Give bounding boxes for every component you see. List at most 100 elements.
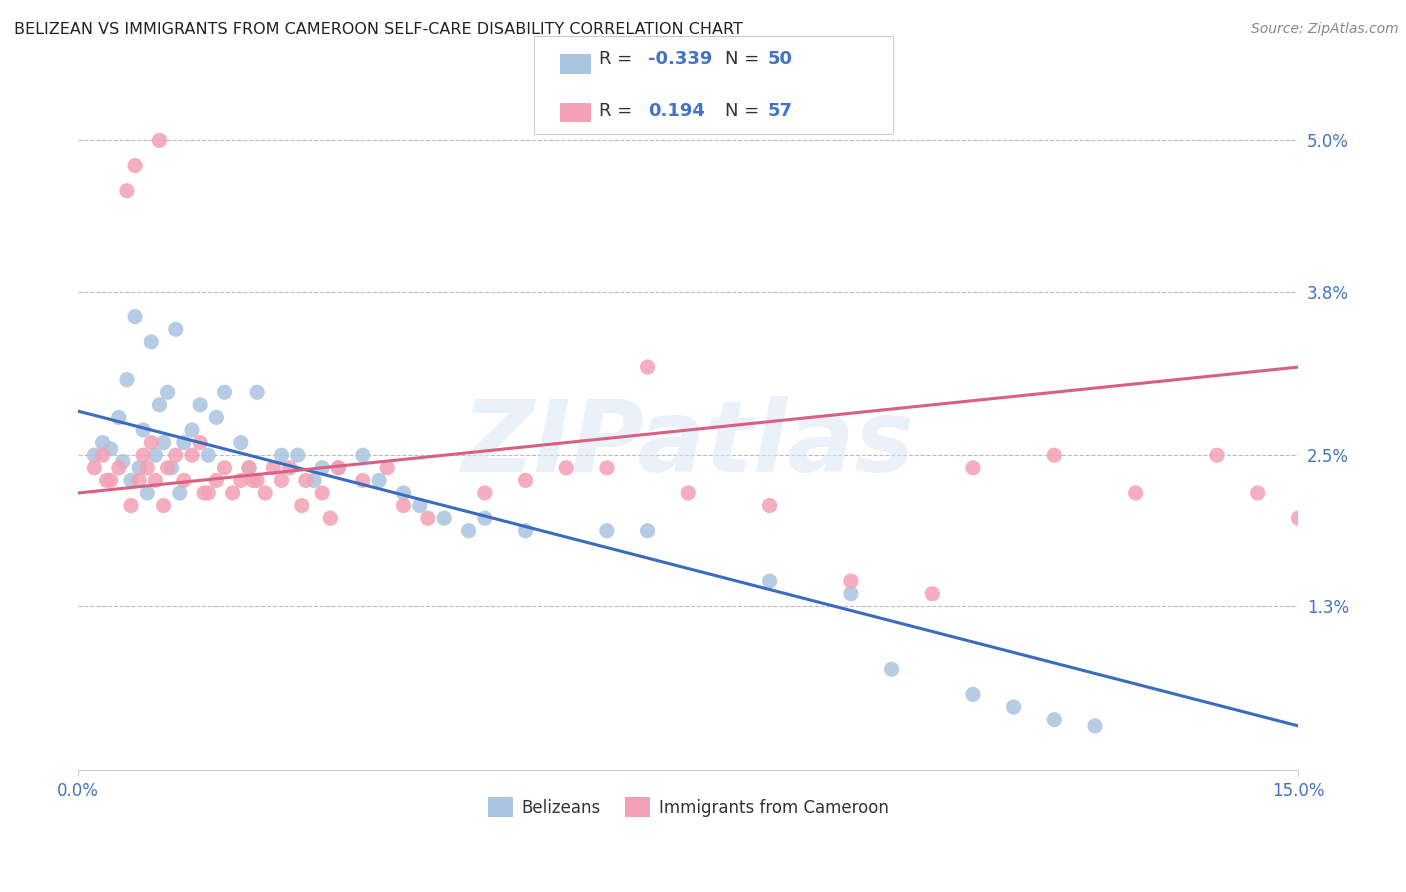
Point xyxy=(173,474,195,488)
Point xyxy=(962,688,984,702)
Point xyxy=(141,435,163,450)
Point xyxy=(238,460,260,475)
Point xyxy=(145,474,167,488)
Point xyxy=(270,474,292,488)
Point xyxy=(152,499,174,513)
Point xyxy=(83,448,105,462)
Point xyxy=(637,524,659,538)
Text: N =: N = xyxy=(725,50,765,68)
Point xyxy=(165,322,187,336)
Point xyxy=(758,499,780,513)
Point xyxy=(165,448,187,462)
Point xyxy=(160,460,183,475)
Point xyxy=(270,448,292,462)
Text: R =: R = xyxy=(599,50,638,68)
Point xyxy=(115,184,138,198)
Point xyxy=(124,310,146,324)
Point xyxy=(409,499,432,513)
Point xyxy=(392,499,415,513)
Point xyxy=(181,423,204,437)
Point xyxy=(141,334,163,349)
Point xyxy=(107,410,129,425)
Point xyxy=(515,474,537,488)
Text: R =: R = xyxy=(599,103,638,120)
Point xyxy=(596,524,619,538)
Point xyxy=(1084,719,1107,733)
Point xyxy=(156,385,179,400)
Point xyxy=(375,460,398,475)
Point xyxy=(474,486,496,500)
Point xyxy=(205,410,228,425)
Point xyxy=(148,133,170,147)
Point xyxy=(100,474,122,488)
Point xyxy=(132,448,155,462)
Point xyxy=(839,587,862,601)
Point xyxy=(128,474,150,488)
Point xyxy=(1043,448,1066,462)
Point xyxy=(120,499,142,513)
Point xyxy=(246,385,269,400)
Point xyxy=(91,435,114,450)
Point xyxy=(839,574,862,588)
Text: 0.194: 0.194 xyxy=(648,103,704,120)
Point xyxy=(197,448,219,462)
Point xyxy=(291,499,314,513)
Point xyxy=(1125,486,1147,500)
Point xyxy=(416,511,439,525)
Point xyxy=(242,474,264,488)
Text: -0.339: -0.339 xyxy=(648,50,713,68)
Text: 50: 50 xyxy=(768,50,793,68)
Point xyxy=(758,574,780,588)
Point xyxy=(214,460,236,475)
Point xyxy=(132,423,155,437)
Point xyxy=(221,486,243,500)
Point xyxy=(457,524,479,538)
Point xyxy=(169,486,191,500)
Point xyxy=(962,460,984,475)
Point xyxy=(678,486,700,500)
Point xyxy=(596,460,619,475)
Point xyxy=(111,454,134,468)
Text: 57: 57 xyxy=(768,103,793,120)
Point xyxy=(193,486,215,500)
Point xyxy=(433,511,456,525)
Point xyxy=(328,460,350,475)
Point xyxy=(128,460,150,475)
Point xyxy=(145,448,167,462)
Point xyxy=(392,486,415,500)
Point xyxy=(328,460,350,475)
Point xyxy=(229,435,252,450)
Point xyxy=(1286,511,1309,525)
Point xyxy=(246,474,269,488)
Point xyxy=(100,442,122,456)
Point xyxy=(295,474,318,488)
Point xyxy=(921,587,943,601)
Point xyxy=(515,524,537,538)
Point xyxy=(278,460,301,475)
Point xyxy=(152,435,174,450)
Point xyxy=(352,448,374,462)
Point xyxy=(181,448,204,462)
Point xyxy=(1247,486,1270,500)
Point xyxy=(637,359,659,374)
Point xyxy=(238,460,260,475)
Point xyxy=(311,460,333,475)
Text: ZIPatlas: ZIPatlas xyxy=(461,396,915,493)
Point xyxy=(1206,448,1229,462)
Point xyxy=(173,435,195,450)
Point xyxy=(148,398,170,412)
Point xyxy=(302,474,325,488)
Point xyxy=(91,448,114,462)
Point xyxy=(107,460,129,475)
Point xyxy=(254,486,277,500)
Point xyxy=(262,460,284,475)
Point xyxy=(555,460,578,475)
Point xyxy=(136,486,159,500)
Point xyxy=(205,474,228,488)
Text: BELIZEAN VS IMMIGRANTS FROM CAMEROON SELF-CARE DISABILITY CORRELATION CHART: BELIZEAN VS IMMIGRANTS FROM CAMEROON SEL… xyxy=(14,22,742,37)
Point xyxy=(83,460,105,475)
Point xyxy=(124,159,146,173)
Point xyxy=(156,460,179,475)
Point xyxy=(197,486,219,500)
Point xyxy=(311,486,333,500)
